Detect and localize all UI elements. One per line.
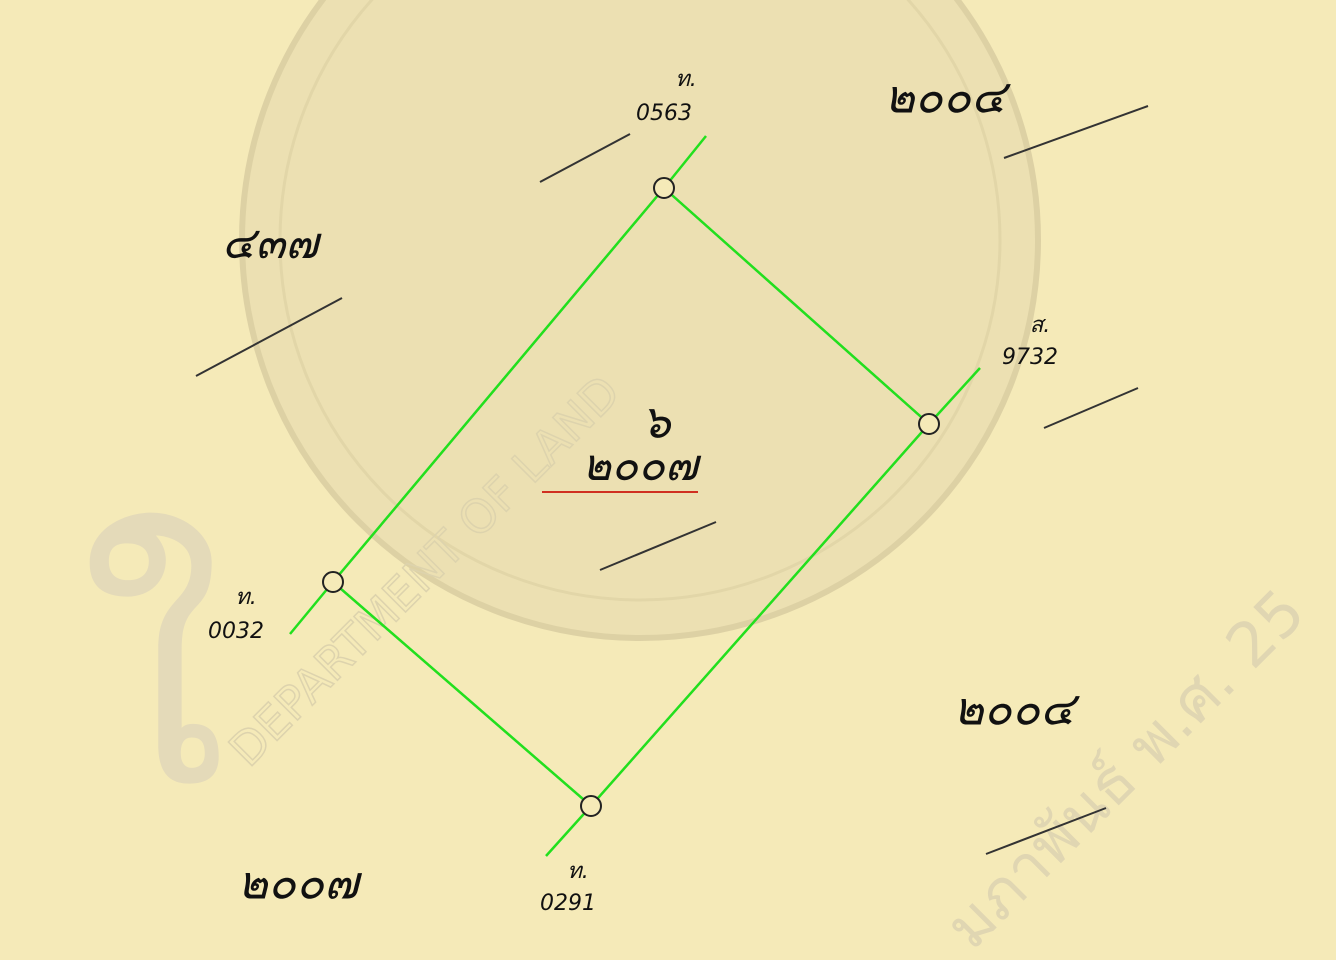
neighbor-label: ๒๐๐๗ <box>237 856 362 910</box>
seal-ring <box>278 0 1002 602</box>
watermark-logo: ใ <box>80 504 226 853</box>
seal <box>239 0 1041 641</box>
marker-prefix: ส. <box>1030 313 1050 338</box>
parcel-label: ๒๐๐๗ <box>582 440 702 491</box>
marker-code: 9732 <box>1002 345 1058 370</box>
neighbor-ticks <box>195 105 1149 855</box>
marker-prefix: ท. <box>235 585 257 610</box>
neighbor-label: ๒๐๐๔ <box>953 682 1079 736</box>
marker-code: 0563 <box>636 101 692 126</box>
parcel-number: ๖ <box>641 395 672 449</box>
marker-ticks <box>289 135 981 857</box>
marker-code: 0032 <box>208 619 264 644</box>
marker-prefix: ท. <box>567 859 589 884</box>
neighbor-label: ๔๓๗ <box>222 218 322 269</box>
marker-code: 0291 <box>540 891 596 916</box>
marker-prefix: ท. <box>675 67 697 92</box>
markers <box>322 177 940 817</box>
neighbor-label: ๒๐๐๔ <box>884 70 1010 124</box>
